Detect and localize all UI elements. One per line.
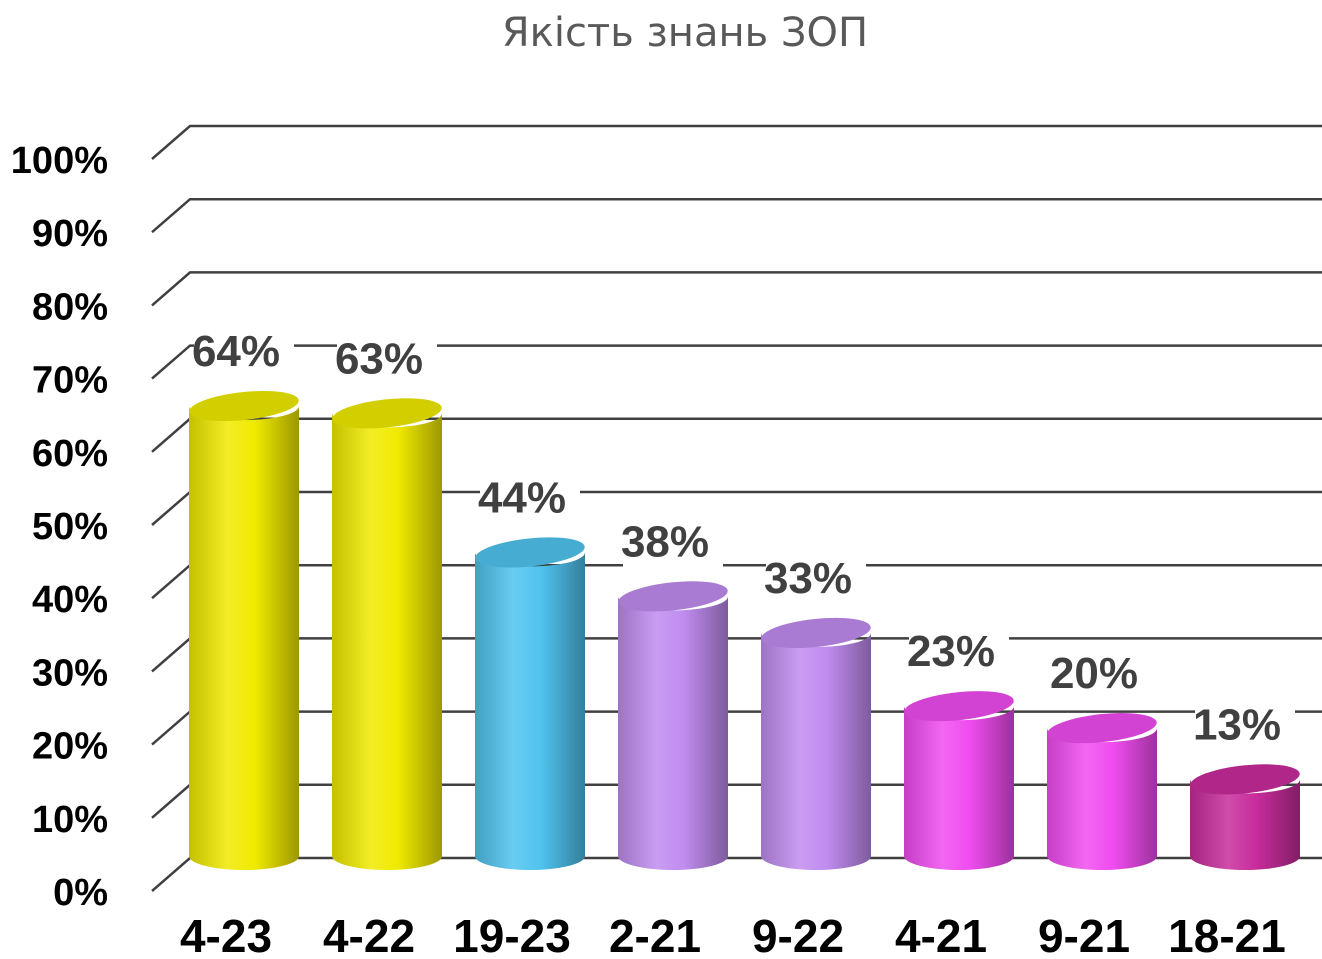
y-tick-label: 10% — [32, 799, 108, 841]
bar-4-23 — [189, 390, 299, 870]
y-tick-label: 60% — [32, 433, 108, 475]
y-tick-label: 40% — [32, 579, 108, 621]
bar-top — [332, 398, 442, 429]
y-tick-label: 100% — [11, 140, 108, 182]
bar-top — [618, 581, 728, 612]
data-label: 63% — [335, 334, 423, 383]
gridline — [151, 344, 1322, 380]
x-tick-label: 4-23 — [180, 910, 272, 959]
bar-body — [618, 596, 728, 870]
data-label-bg — [766, 554, 866, 605]
bar-top — [1190, 764, 1300, 795]
data-label-group: 33% — [764, 554, 866, 605]
bars — [189, 390, 1300, 870]
chart-title: Якість знань ЗОП — [502, 10, 868, 56]
y-tick-label: 50% — [32, 506, 108, 548]
bar-2-21 — [618, 581, 728, 870]
bar-top — [189, 390, 299, 422]
data-label: 20% — [1050, 649, 1138, 698]
y-tick-label: 90% — [32, 213, 108, 255]
data-label-bg — [909, 628, 1009, 679]
bar-top — [761, 617, 871, 649]
data-label-group: 38% — [621, 517, 723, 569]
bar-body — [475, 552, 585, 870]
data-label: 38% — [621, 517, 709, 566]
data-label: 44% — [478, 473, 566, 522]
x-tick-label: 2-21 — [609, 910, 701, 959]
x-tick-label: 18-21 — [1168, 910, 1286, 959]
data-label-group: 20% — [1050, 649, 1152, 701]
data-label: 64% — [192, 327, 280, 376]
y-tick-label: 20% — [32, 726, 108, 768]
y-axis: 0% 10% 20% 30% 40% 50% 60% 70% 80% 90% 100% — [11, 140, 108, 914]
data-label-group: 63% — [335, 334, 437, 386]
data-label-group: 13% — [1193, 700, 1295, 752]
x-tick-label: 4-21 — [895, 910, 987, 959]
data-label: 33% — [764, 554, 852, 603]
gridline — [151, 563, 1322, 600]
data-label-group: 23% — [907, 627, 1009, 679]
bar-body — [904, 706, 1014, 870]
bar-19-23 — [475, 537, 585, 870]
data-label-bg — [623, 518, 723, 569]
x-tick-label: 19-23 — [453, 910, 571, 959]
bar-body — [1189, 779, 1300, 870]
bar-body — [332, 413, 442, 870]
y-tick-label: 80% — [32, 286, 108, 328]
data-label-bg — [1052, 650, 1152, 701]
bar-top — [904, 691, 1014, 722]
y-tick-label: 0% — [53, 872, 108, 914]
data-label: 13% — [1193, 700, 1281, 749]
gridline — [151, 271, 1322, 307]
y-tick-label: 30% — [32, 652, 108, 694]
data-labels: 64% 63% 44% 38% 33% 23% 20% 13% — [192, 327, 1295, 752]
bar-9-22 — [761, 617, 871, 870]
bar-top — [475, 537, 585, 568]
x-axis: 4-23 4-22 19-23 2-21 9-22 4-21 9-21 18-21 — [180, 910, 1286, 959]
data-label-bg — [337, 335, 437, 386]
bar-body — [761, 632, 871, 870]
bar-9-21 — [1047, 713, 1157, 870]
data-label-group: 44% — [478, 473, 580, 525]
x-tick-label: 4-22 — [323, 910, 415, 959]
gridline — [151, 124, 1322, 160]
bar-body — [1047, 728, 1157, 870]
y-tick-label: 70% — [32, 360, 108, 402]
bar-body — [189, 406, 299, 870]
x-tick-label: 9-21 — [1038, 910, 1130, 959]
x-tick-label: 9-22 — [752, 910, 844, 959]
data-label-group: 64% — [192, 327, 294, 379]
data-label-bg — [194, 328, 294, 379]
bar-18-21 — [1189, 764, 1300, 870]
data-label-bg — [1195, 701, 1295, 752]
gridline — [151, 490, 1322, 526]
bar-4-21 — [904, 691, 1014, 870]
gridline — [151, 417, 1322, 453]
gridline — [151, 197, 1322, 234]
data-label-bg — [480, 474, 580, 525]
bar-4-22 — [332, 398, 442, 870]
data-label: 23% — [907, 627, 995, 676]
bar-top — [1047, 713, 1157, 744]
